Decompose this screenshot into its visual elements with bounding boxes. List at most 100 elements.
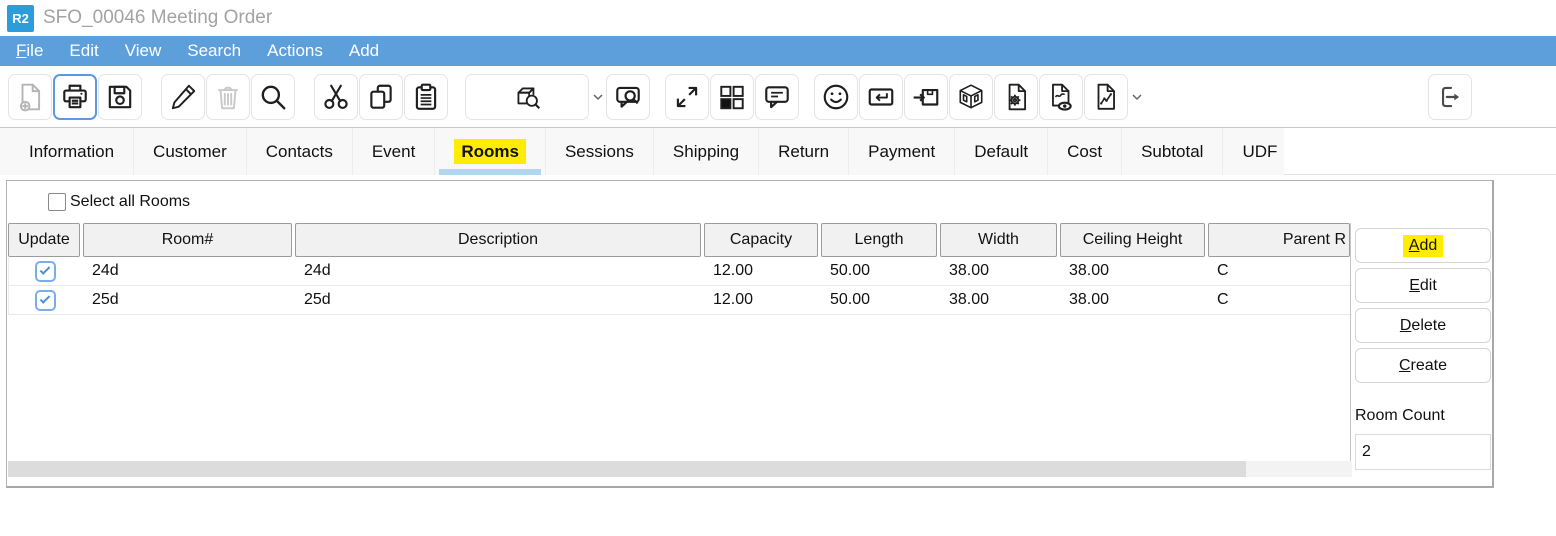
check-in-button[interactable] bbox=[904, 73, 948, 120]
horizontal-scrollbar[interactable] bbox=[8, 461, 1352, 477]
select-all-checkbox[interactable] bbox=[48, 193, 66, 211]
column-header-room[interactable]: Room# bbox=[83, 223, 292, 257]
tab-default[interactable]: Default bbox=[954, 128, 1047, 175]
delete-button[interactable] bbox=[206, 73, 250, 120]
update-checkbox[interactable] bbox=[34, 260, 56, 282]
column-header-description[interactable]: Description bbox=[295, 223, 701, 257]
trash-icon bbox=[217, 86, 239, 109]
tab-cost[interactable]: Cost bbox=[1047, 128, 1121, 175]
chevron-down-icon bbox=[1132, 93, 1142, 100]
column-header-parent-room[interactable]: Parent R bbox=[1208, 223, 1350, 257]
copy-icon bbox=[370, 84, 392, 109]
expand-button[interactable] bbox=[665, 73, 709, 120]
carriage-return-button[interactable] bbox=[859, 73, 903, 120]
tab-return[interactable]: Return bbox=[758, 128, 848, 175]
tab-payment[interactable]: Payment bbox=[848, 128, 954, 175]
table-row[interactable]: 24d 24d 12.00 50.00 38.00 38.00 C bbox=[9, 257, 1352, 286]
menu-item-search[interactable]: Search bbox=[187, 41, 242, 60]
print-button[interactable] bbox=[53, 73, 97, 120]
table-body: 24d 24d 12.00 50.00 38.00 38.00 C 25d 25… bbox=[8, 257, 1352, 315]
column-header-capacity[interactable]: Capacity bbox=[704, 223, 818, 257]
active-tab-underline bbox=[439, 169, 541, 175]
cell-description: 24d bbox=[304, 262, 331, 279]
report-settings-icon bbox=[1008, 83, 1027, 110]
tab-rooms[interactable]: Rooms bbox=[434, 128, 545, 175]
title-bar: R2 SFO_00046 Meeting Order bbox=[0, 0, 1556, 36]
tab-subtotal[interactable]: Subtotal bbox=[1121, 128, 1222, 175]
report-chart-dropdown[interactable] bbox=[1129, 93, 1145, 101]
menu-item-view[interactable]: View bbox=[124, 41, 162, 60]
comment-icon bbox=[765, 85, 789, 108]
text-search-icon bbox=[616, 86, 640, 108]
side-button-panel: Add Edit Delete Create bbox=[1355, 228, 1491, 388]
cell-room: 25d bbox=[92, 291, 119, 308]
room-3d-view-button[interactable] bbox=[949, 73, 993, 120]
room-count-field[interactable]: 2 bbox=[1355, 434, 1491, 470]
smiley-button[interactable] bbox=[814, 73, 858, 120]
table-side-divider bbox=[1350, 223, 1351, 476]
tab-information[interactable]: Information bbox=[29, 142, 115, 161]
text-search-button[interactable] bbox=[606, 73, 650, 120]
cell-width: 38.00 bbox=[949, 262, 990, 279]
tab-sessions[interactable]: Sessions bbox=[544, 128, 653, 175]
item-search-button[interactable] bbox=[465, 73, 589, 120]
check-in-box-icon bbox=[913, 88, 939, 106]
menu-item-edit[interactable]: Edit bbox=[69, 41, 99, 60]
checkmark-icon bbox=[39, 264, 51, 275]
menu-item-file[interactable]: File bbox=[16, 41, 44, 60]
rooms-panel: Select all Rooms Update Room# Descriptio… bbox=[6, 180, 1494, 488]
scissors-icon bbox=[324, 84, 348, 109]
item-search-dropdown[interactable] bbox=[590, 93, 606, 101]
search-button[interactable] bbox=[251, 73, 295, 120]
chevron-down-icon bbox=[593, 93, 603, 100]
column-header-ceiling-height[interactable]: Ceiling Height bbox=[1060, 223, 1205, 257]
report-settings-button[interactable] bbox=[994, 73, 1038, 120]
tab-contacts[interactable]: Contacts bbox=[245, 128, 352, 175]
tab-udf[interactable]: UDF bbox=[1222, 128, 1296, 175]
search-icon bbox=[261, 85, 286, 109]
report-preview-icon bbox=[1052, 83, 1072, 111]
create-room-button[interactable]: Create bbox=[1355, 348, 1491, 383]
save-icon bbox=[108, 85, 132, 108]
table-header-row: Update Room# Description Capacity Length… bbox=[8, 223, 1350, 257]
expand-arrows-icon bbox=[676, 86, 698, 107]
smiley-icon bbox=[823, 84, 849, 109]
cell-parent-room: C bbox=[1217, 291, 1229, 308]
column-header-length[interactable]: Length bbox=[821, 223, 937, 257]
delete-room-button[interactable]: Delete bbox=[1355, 308, 1491, 343]
checkmark-icon bbox=[39, 293, 51, 304]
tabs: Information Customer Contacts Event Room… bbox=[0, 128, 1556, 175]
cell-width: 38.00 bbox=[949, 291, 990, 308]
cut-button[interactable] bbox=[314, 73, 358, 120]
select-all-rooms[interactable]: Select all Rooms bbox=[48, 193, 190, 211]
report-preview-button[interactable] bbox=[1039, 73, 1083, 120]
copy-button[interactable] bbox=[359, 73, 403, 120]
edit-button[interactable] bbox=[161, 73, 205, 120]
layout-grid-button[interactable] bbox=[710, 73, 754, 120]
tab-customer[interactable]: Customer bbox=[133, 128, 246, 175]
cell-room: 24d bbox=[92, 262, 119, 279]
cell-capacity: 12.00 bbox=[713, 262, 754, 279]
save-button[interactable] bbox=[98, 73, 142, 120]
new-document-button[interactable] bbox=[8, 73, 52, 120]
add-button[interactable]: Add bbox=[1355, 228, 1491, 263]
column-header-update[interactable]: Update bbox=[8, 223, 80, 257]
column-header-width[interactable]: Width bbox=[940, 223, 1057, 257]
comment-button[interactable] bbox=[755, 73, 799, 120]
exit-button[interactable] bbox=[1428, 73, 1472, 120]
new-document-icon bbox=[19, 83, 41, 111]
paste-icon bbox=[415, 83, 437, 110]
menu-item-actions[interactable]: Actions bbox=[267, 41, 323, 60]
paste-button[interactable] bbox=[404, 73, 448, 120]
menu-item-add[interactable]: Add bbox=[348, 41, 380, 60]
menu-bar: File Edit View Search Actions Add bbox=[0, 36, 1556, 66]
tab-event[interactable]: Event bbox=[351, 128, 434, 175]
layout-grid-icon bbox=[720, 85, 744, 109]
room-3d-view-icon bbox=[959, 83, 983, 109]
table-row[interactable]: 25d 25d 12.00 50.00 38.00 38.00 C bbox=[9, 286, 1352, 315]
tab-shipping[interactable]: Shipping bbox=[652, 128, 758, 175]
edit-room-button[interactable]: Edit bbox=[1355, 268, 1491, 303]
report-chart-button[interactable] bbox=[1084, 73, 1128, 120]
scrollbar-thumb[interactable] bbox=[8, 461, 1246, 477]
update-checkbox[interactable] bbox=[34, 289, 56, 311]
